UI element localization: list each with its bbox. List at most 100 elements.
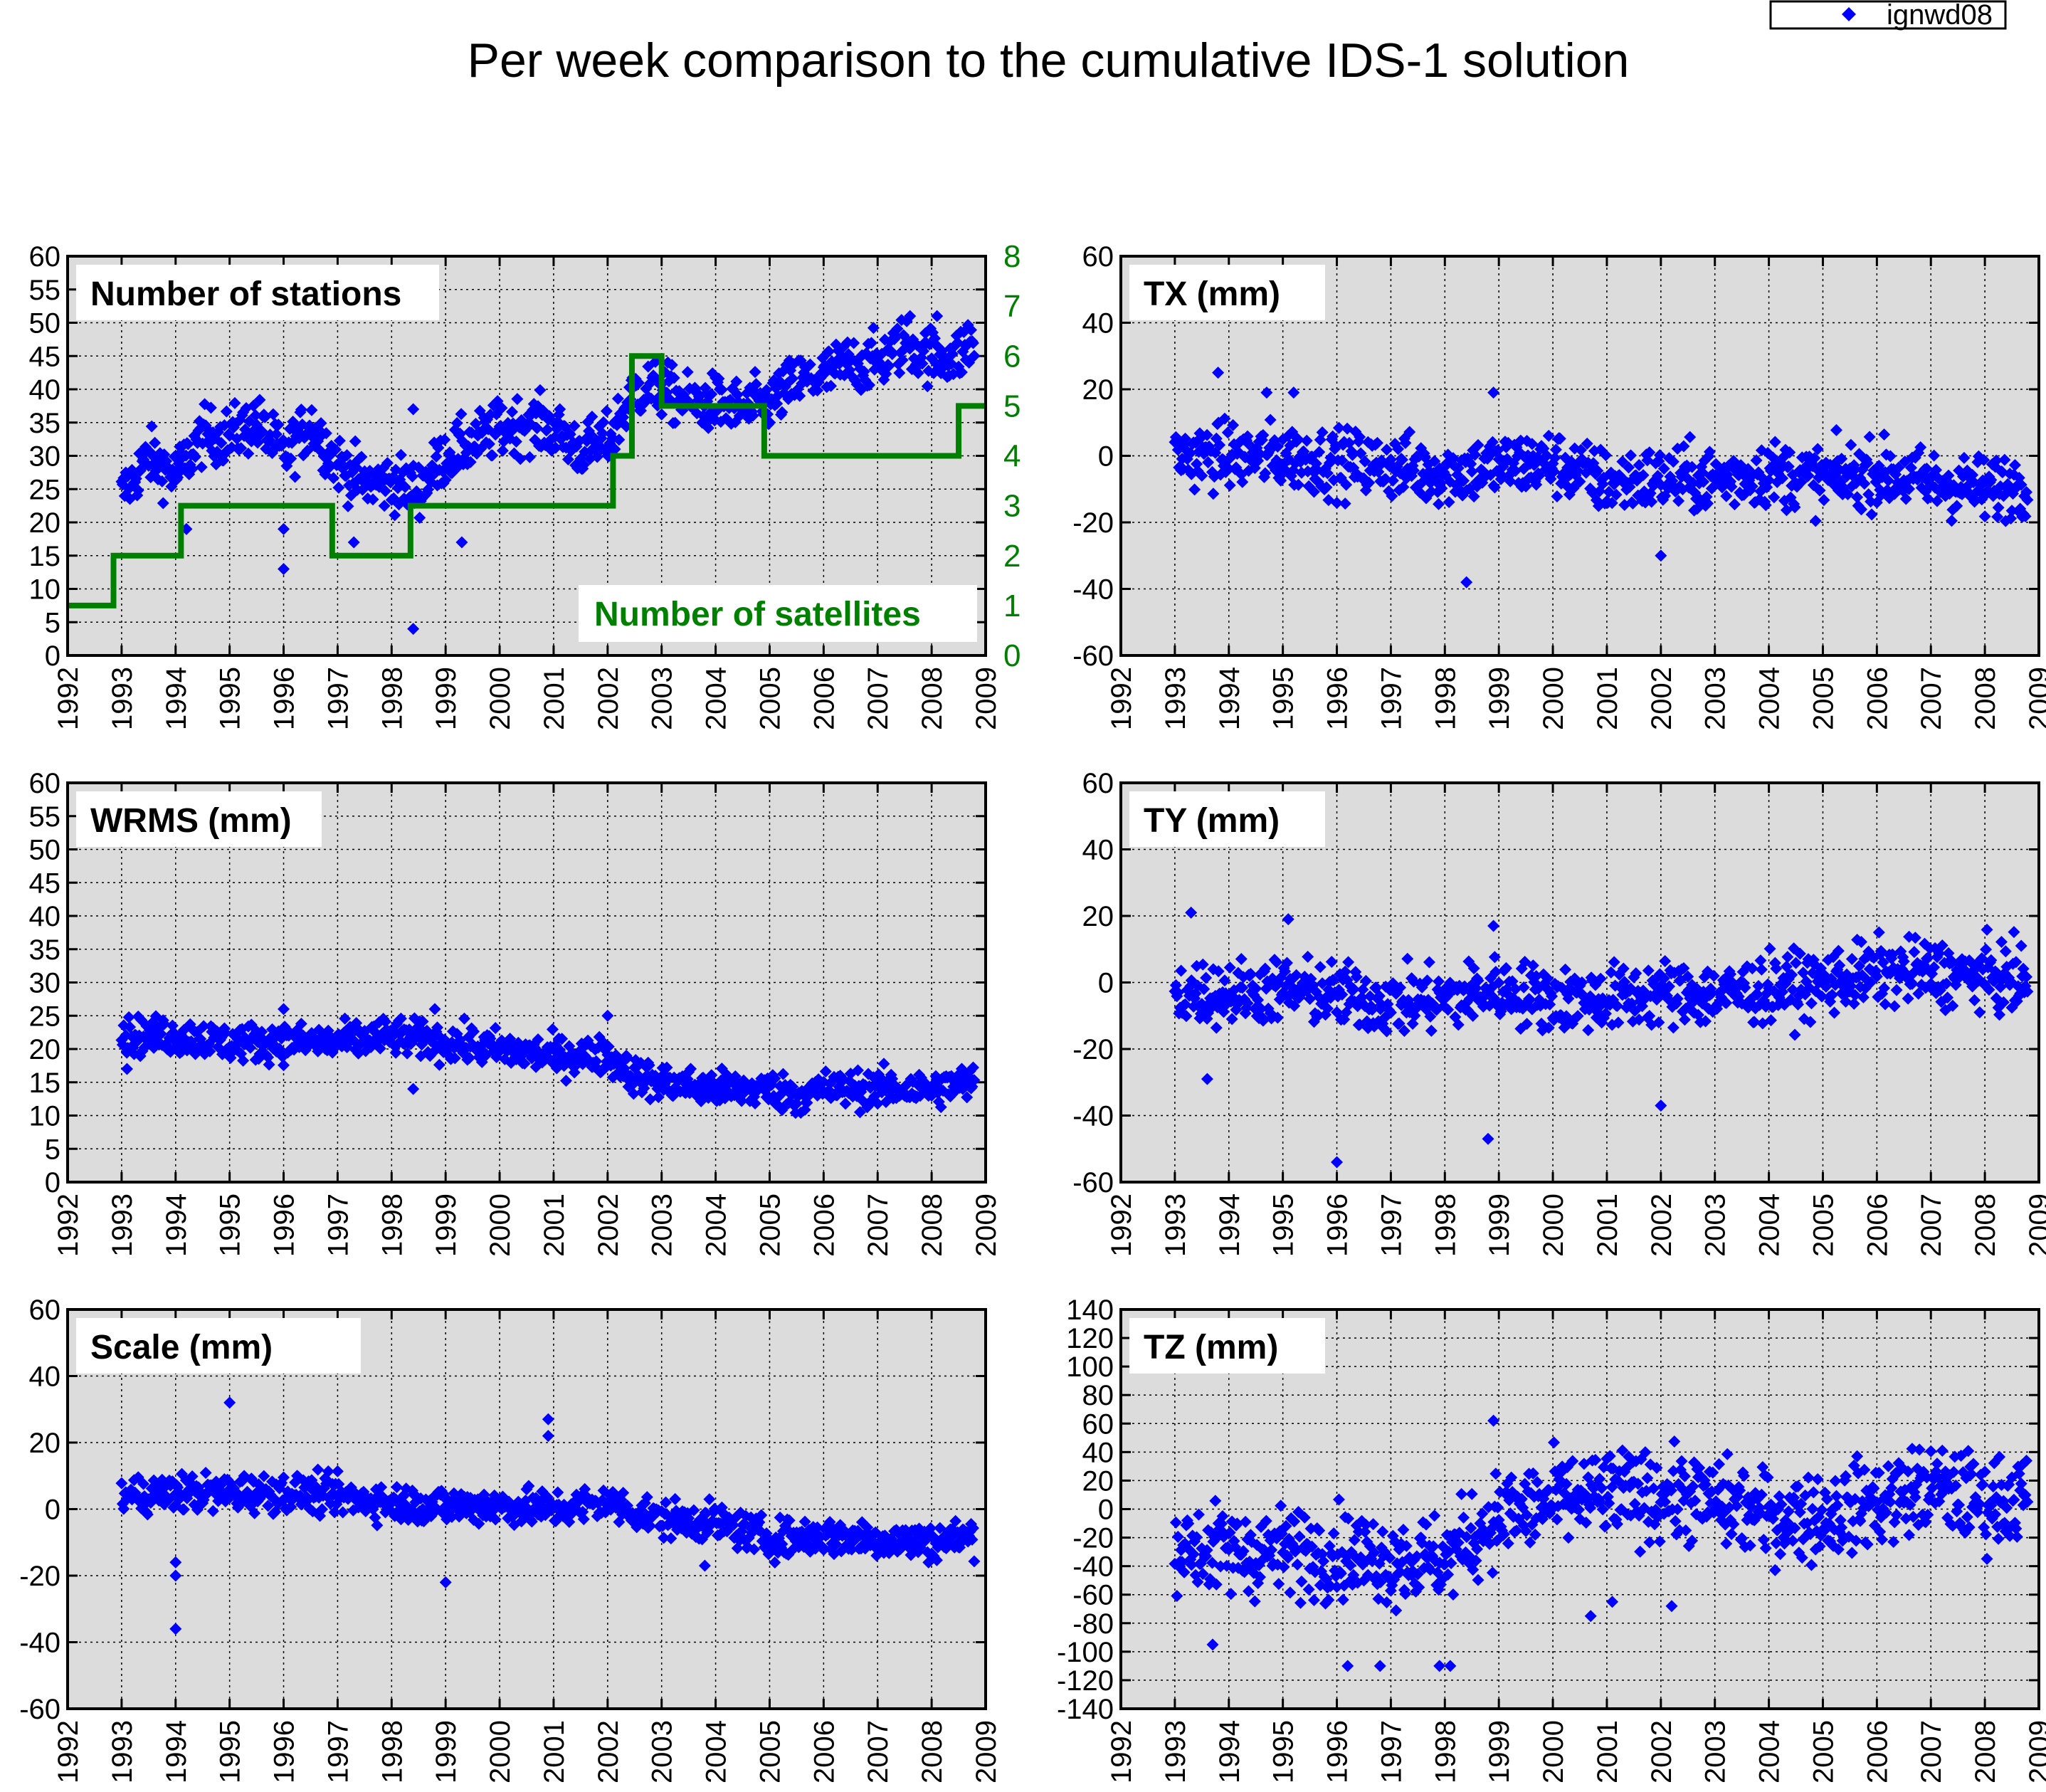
- x-tick-label: 2003: [1700, 1720, 1731, 1783]
- data-point: [1521, 1018, 1534, 1031]
- x-tick-label: 2005: [754, 667, 786, 730]
- data-point: [1562, 992, 1575, 1005]
- data-point: [817, 1544, 830, 1556]
- y-tick-label: -40: [1072, 1551, 1114, 1583]
- x-tick-label: 1996: [1322, 1193, 1354, 1257]
- data-point: [489, 1513, 502, 1526]
- data-point: [258, 1470, 270, 1482]
- data-point: [353, 1038, 366, 1051]
- data-point: [1442, 1003, 1455, 1016]
- data-point: [270, 428, 283, 441]
- data-point: [549, 441, 562, 454]
- y-tick-label: 60: [29, 1295, 61, 1326]
- data-point: [1833, 959, 1846, 971]
- y-tick-label: 15: [29, 541, 61, 572]
- data-point: [1958, 451, 1971, 464]
- x-tick-label: 1993: [1160, 1193, 1191, 1257]
- data-point: [848, 337, 860, 349]
- data-point: [1392, 443, 1405, 455]
- outlier-point: [1487, 386, 1500, 399]
- data-point: [1230, 461, 1243, 474]
- y-tick-label: 25: [29, 474, 61, 505]
- data-point: [1198, 983, 1211, 996]
- data-point: [793, 389, 806, 402]
- x-tick-label: 1999: [1484, 1193, 1515, 1257]
- data-point: [1201, 1544, 1213, 1556]
- x-tick-label: 1993: [107, 1193, 138, 1257]
- y-tick-label: 20: [1082, 901, 1114, 932]
- data-point: [1652, 1016, 1665, 1029]
- data-point: [1703, 446, 1716, 458]
- x-tick-label: 2004: [1754, 1720, 1786, 1783]
- data-point: [2008, 926, 2020, 939]
- x-tick-label: 2006: [808, 1720, 840, 1783]
- data-point: [1300, 434, 1313, 447]
- data-point: [1549, 443, 1562, 456]
- data-point: [448, 1052, 461, 1065]
- series-points: [115, 1003, 981, 1119]
- data-point: [1235, 953, 1248, 966]
- data-point: [1633, 459, 1645, 472]
- data-point: [1642, 964, 1655, 977]
- data-point: [640, 1491, 653, 1504]
- data-point: [1906, 977, 1919, 990]
- data-point: [1386, 474, 1399, 487]
- data-point: [1707, 969, 1720, 982]
- data-point: [1201, 428, 1213, 441]
- x-tick-label: 2001: [1592, 667, 1623, 730]
- data-point: [312, 1463, 325, 1476]
- data-point: [1312, 1009, 1324, 1022]
- outlier-point: [278, 522, 290, 535]
- y-tick-label: -60: [1072, 641, 1114, 672]
- data-point: [1549, 451, 1561, 464]
- data-point: [633, 376, 645, 389]
- data-point: [1546, 990, 1559, 1003]
- data-point: [700, 1507, 712, 1519]
- data-point: [124, 1021, 137, 1033]
- data-point: [668, 371, 680, 384]
- data-point: [1282, 1551, 1294, 1564]
- data-point: [531, 422, 544, 435]
- data-point: [1625, 449, 1638, 462]
- x-tick-label: 1993: [1160, 1720, 1191, 1783]
- x-tick-label: 2005: [1808, 1720, 1839, 1783]
- y-tick-label: 50: [29, 835, 61, 866]
- y-tick-label: 60: [29, 768, 61, 799]
- outlier-point: [1185, 906, 1198, 919]
- panel-label-box: [1129, 791, 1325, 847]
- data-point: [955, 366, 968, 379]
- y-tick-label: 45: [29, 868, 61, 899]
- data-point: [2010, 956, 2023, 969]
- x-tick-label: 1999: [431, 1193, 462, 1257]
- data-point: [1449, 1011, 1462, 1023]
- outlier-point: [407, 623, 420, 636]
- data-point: [1672, 495, 1685, 507]
- data-point: [608, 443, 621, 455]
- data-point: [1371, 436, 1383, 449]
- outlier-point: [698, 1559, 711, 1572]
- data-point: [1223, 961, 1236, 974]
- data-point: [249, 409, 262, 422]
- data-point: [1599, 1007, 1612, 1020]
- data-point: [1210, 1578, 1223, 1591]
- x-tick-label: 1996: [269, 1720, 300, 1783]
- outlier-point: [223, 1396, 236, 1409]
- data-point: [1496, 469, 1509, 482]
- data-point: [518, 1057, 531, 1070]
- data-point: [1890, 984, 1903, 996]
- data-point: [1316, 426, 1329, 438]
- data-point: [156, 475, 169, 487]
- data-point: [272, 418, 285, 431]
- data-point: [921, 380, 934, 393]
- data-point: [1465, 465, 1478, 478]
- outlier-point: [904, 310, 917, 322]
- data-point: [1347, 982, 1360, 995]
- data-point: [394, 1012, 407, 1025]
- data-point: [1271, 440, 1284, 453]
- data-point: [1909, 932, 1921, 944]
- data-point: [473, 1517, 485, 1530]
- data-point: [1423, 956, 1435, 969]
- y-tick-label: -20: [19, 1561, 60, 1592]
- data-point: [1202, 456, 1215, 469]
- data-point: [1302, 950, 1314, 963]
